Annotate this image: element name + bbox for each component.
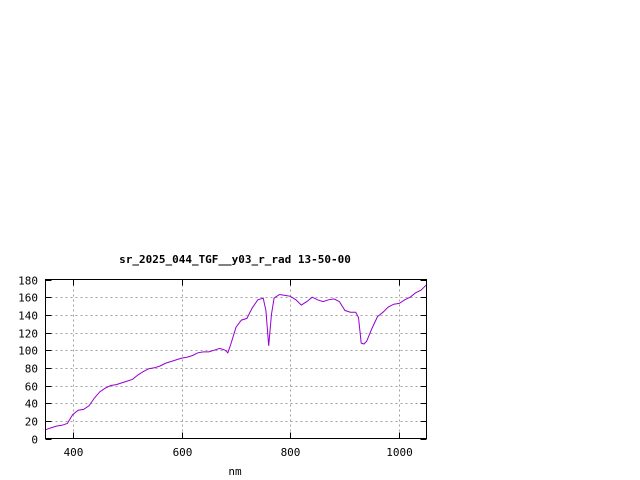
axis-ticks xyxy=(45,279,427,440)
x-tick-label: 800 xyxy=(281,446,301,459)
y-tick-label: 160 xyxy=(18,292,38,305)
y-tick-label: 120 xyxy=(18,328,38,341)
y-tick-label: 20 xyxy=(25,416,38,429)
plot-frame xyxy=(45,279,427,439)
y-tick-label: 180 xyxy=(18,275,38,288)
y-tick-label: 140 xyxy=(18,310,38,323)
x-tick-label: 1000 xyxy=(386,446,413,459)
chart-title: sr_2025_044_TGF__y03_r_rad 13-50-00 xyxy=(119,253,351,266)
x-tick-label: 600 xyxy=(173,446,193,459)
grid-lines xyxy=(45,279,427,439)
y-tick-label: 0 xyxy=(31,434,38,447)
x-axis-label: nm xyxy=(228,465,242,478)
y-tick-label: 40 xyxy=(25,398,38,411)
x-tick-label: 400 xyxy=(64,446,84,459)
x-tick-labels: 400 600 800 1000 xyxy=(64,446,413,459)
series-line xyxy=(45,284,427,431)
y-tick-label: 80 xyxy=(25,363,38,376)
y-tick-labels: 0 20 40 60 80 100 120 140 160 180 xyxy=(18,275,38,447)
y-tick-label: 60 xyxy=(25,381,38,394)
y-tick-label: 100 xyxy=(18,345,38,358)
